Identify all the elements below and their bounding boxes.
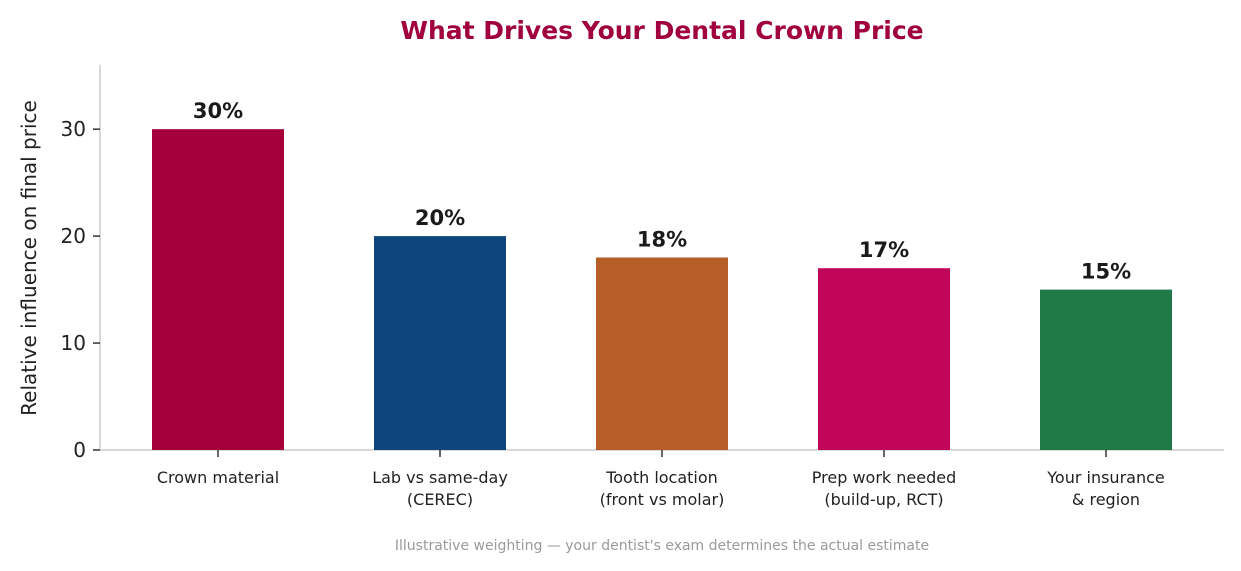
x-tick-label: (CEREC) xyxy=(407,490,473,509)
bars-group xyxy=(152,129,1172,450)
y-tick-label: 0 xyxy=(73,438,86,462)
x-tick-label: & region xyxy=(1072,490,1140,509)
bar-data-label: 17% xyxy=(859,238,909,262)
y-tick-label: 10 xyxy=(61,331,86,355)
bar xyxy=(596,257,728,450)
bar xyxy=(1040,289,1172,450)
y-axis-ticks: 0 10 20 30 xyxy=(61,117,100,462)
y-axis-label: Relative influence on final price xyxy=(17,100,41,416)
bar xyxy=(374,236,506,450)
bar-data-label: 15% xyxy=(1081,260,1131,284)
chart-footnote: Illustrative weighting — your dentist's … xyxy=(395,538,929,554)
data-labels-group: 30% 20% 18% 17% 15% xyxy=(193,99,1131,283)
bar xyxy=(152,129,284,450)
x-tick-label: Crown material xyxy=(157,468,279,487)
x-tick-label: Prep work needed xyxy=(812,468,956,487)
x-tick-label: (build-up, RCT) xyxy=(824,490,943,509)
x-tick-label: Lab vs same-day xyxy=(372,468,508,487)
bar-data-label: 20% xyxy=(415,206,465,230)
bar-data-label: 30% xyxy=(193,99,243,123)
y-tick-label: 30 xyxy=(61,117,86,141)
x-tick-label: Tooth location xyxy=(605,468,718,487)
x-axis-ticks: Crown material Lab vs same-day (CEREC) Toot… xyxy=(157,450,1165,509)
x-tick-label: (front vs molar) xyxy=(600,490,725,509)
x-tick-label: Your insurance xyxy=(1046,468,1164,487)
chart-title: What Drives Your Dental Crown Price xyxy=(400,16,923,45)
bar xyxy=(818,268,950,450)
bar-data-label: 18% xyxy=(637,228,687,252)
y-tick-label: 20 xyxy=(61,224,86,248)
